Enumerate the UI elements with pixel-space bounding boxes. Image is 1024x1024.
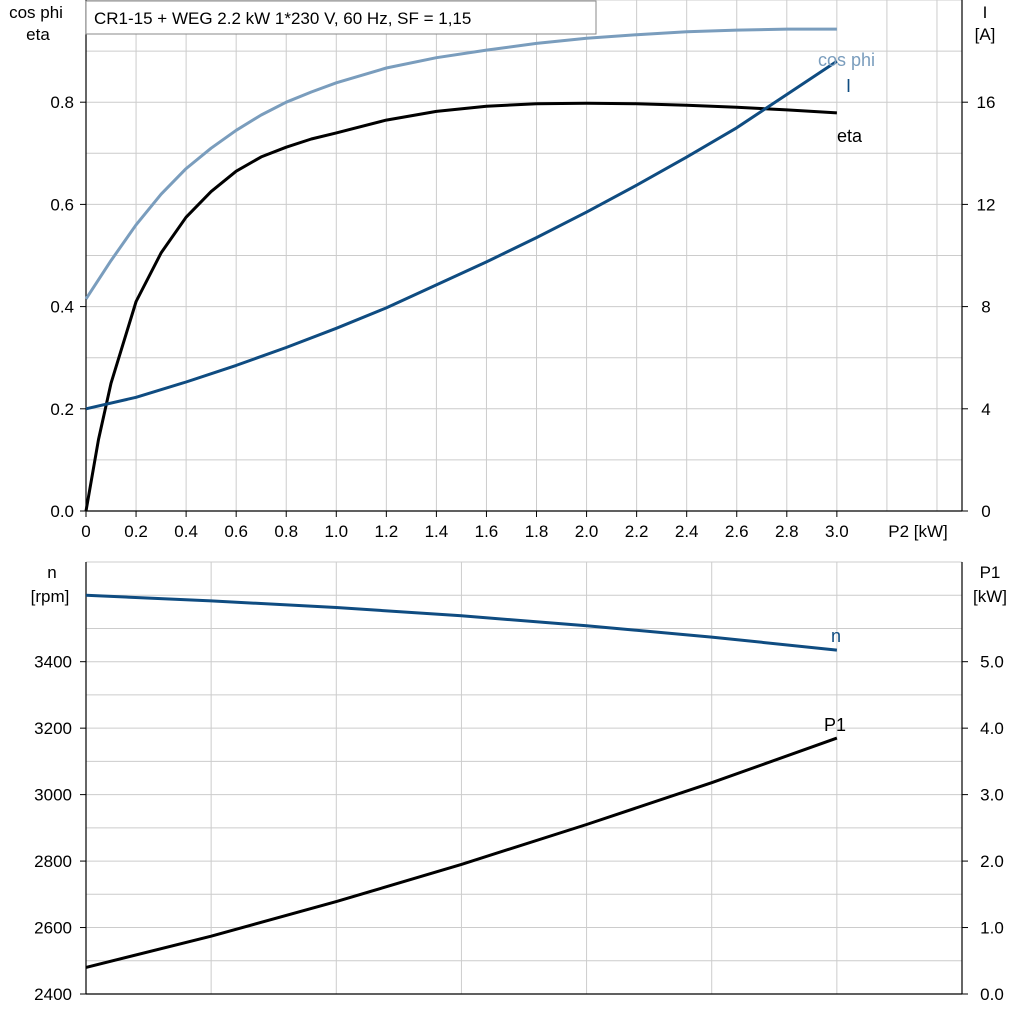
y-right-tick-label: 8: [981, 298, 990, 317]
x-tick-label: 2.6: [725, 522, 749, 541]
p1-tick-label: 4.0: [980, 719, 1004, 738]
p1-tick-label: 1.0: [980, 919, 1004, 938]
series-line-eta: [84, 101, 837, 512]
cos-phi-annotation: cos phi: [818, 50, 875, 70]
y-left-tick-label: 0.6: [50, 195, 74, 214]
y-left-axis-label: eta: [26, 25, 50, 44]
x-tick-label: 0: [81, 522, 90, 541]
y-right-tick-label: 12: [977, 195, 996, 214]
series-line-cos-phi: [84, 27, 837, 300]
title-box: CR1-15 + WEG 2.2 kW 1*230 V, 60 Hz, SF =…: [85, 0, 597, 35]
y-left-tick-label: 0.8: [50, 93, 74, 112]
p1-tick-label: 2.0: [980, 852, 1004, 871]
chart-title: CR1-15 + WEG 2.2 kW 1*230 V, 60 Hz, SF =…: [94, 9, 471, 28]
ticks-group: [80, 101, 968, 995]
p1-tick-label: 0.0: [980, 985, 1004, 1004]
series-line-n: [85, 593, 838, 652]
x-tick-label: 1.6: [475, 522, 499, 541]
x-tick-label: 2.0: [575, 522, 599, 541]
speed-tick-label: 3200: [34, 719, 72, 738]
x-tick-label: 2.2: [625, 522, 649, 541]
speed-tick-label: 2800: [34, 852, 72, 871]
x-tick-label: 1.8: [525, 522, 549, 541]
y-right-tick-label: 16: [977, 93, 996, 112]
top-panel-grid: [86, 0, 962, 511]
y-left-tick-label: 0.0: [50, 502, 74, 521]
speed-tick-label: 2600: [34, 919, 72, 938]
x-tick-label: 1.2: [375, 522, 399, 541]
series-line-I: [85, 60, 838, 411]
y-right-tick-label: 0: [981, 502, 990, 521]
y-right-axis-label: I: [983, 3, 988, 22]
x-tick-label: 3.0: [825, 522, 849, 541]
y-left-tick-label: 0.2: [50, 400, 74, 419]
x-tick-label: 2.8: [775, 522, 799, 541]
x-tick-label: 1.0: [324, 522, 348, 541]
y-right-axis-label: [A]: [975, 25, 996, 44]
p1-axis-label: [kW]: [973, 587, 1007, 606]
p1-axis-label: P1: [980, 563, 1001, 582]
speed-axis-label: n: [47, 563, 56, 582]
y-right-tick-label: 4: [981, 400, 990, 419]
title-box-frame: [85, 0, 597, 35]
x-tick-label: 2.4: [675, 522, 699, 541]
speed-tick-label: 3400: [34, 653, 72, 672]
x-tick-label: 0.8: [274, 522, 298, 541]
speed-tick-label: 2400: [34, 985, 72, 1004]
eta-annotation: eta: [837, 126, 863, 146]
labels-group: 0 0.2 0.4 0.6 0.8 1.0 1.2 1.4 1.6 1.8 2.0 2.2 2.4 2.6…: [9, 3, 1007, 1004]
p1-tick-label: 3.0: [980, 786, 1004, 805]
x-tick-label: 0.6: [224, 522, 248, 541]
speed-tick-label: 3000: [34, 786, 72, 805]
x-tick-label: 1.4: [425, 522, 449, 541]
y-left-tick-label: 0.4: [50, 298, 74, 317]
series-group: [84, 27, 838, 969]
axes-group: [85, 0, 963, 995]
speed-axis-label: [rpm]: [31, 587, 70, 606]
series-line-P1: [85, 736, 838, 969]
current-annotation: I: [846, 76, 851, 96]
x-axis-label: P2 [kW]: [888, 522, 948, 541]
p1-annotation: P1: [824, 715, 846, 735]
x-tick-label: 0.2: [124, 522, 148, 541]
speed-annotation: n: [831, 626, 841, 646]
p1-tick-label: 5.0: [980, 653, 1004, 672]
y-left-axis-label: cos phi: [9, 3, 63, 22]
x-tick-label: 0.4: [174, 522, 198, 541]
bottom-panel-grid: [86, 561, 962, 994]
